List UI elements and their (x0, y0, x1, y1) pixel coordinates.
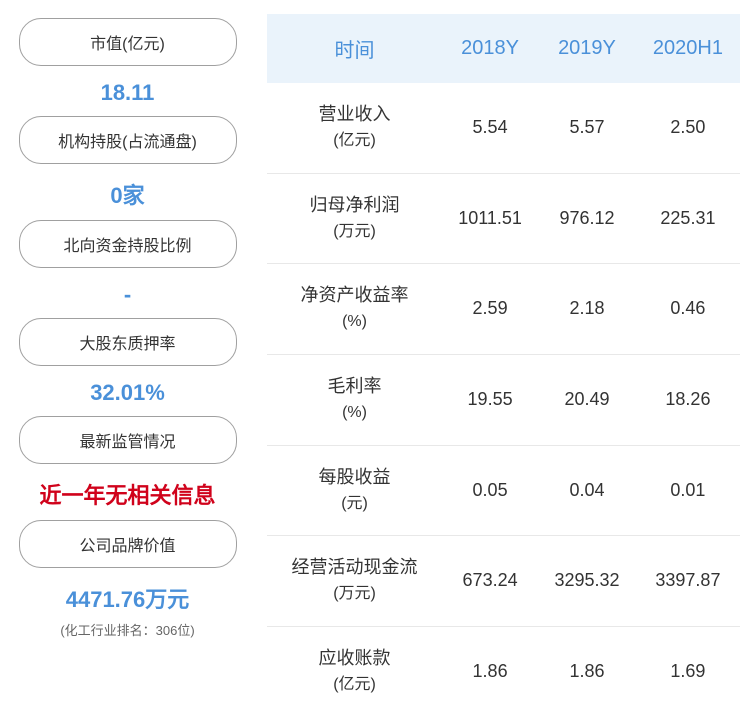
metric-regulatory: 最新监管情况 近一年无相关信息 (15, 416, 240, 510)
row-label-text: 应收账款 (319, 648, 391, 668)
metric-label: 公司品牌价值 (19, 520, 237, 568)
metric-institutional-holdings: 机构持股(占流通盘) 0家 (15, 116, 240, 210)
cell: 673.24 (442, 536, 538, 627)
metric-label: 最新监管情况 (19, 416, 237, 464)
cell: 2.59 (442, 264, 538, 355)
row-label-unit: (万元) (273, 582, 436, 607)
metric-value: 0家 (110, 178, 144, 210)
row-label: 应收账款 (亿元) (267, 627, 442, 717)
cell: 3397.87 (636, 536, 740, 627)
metric-label: 机构持股(占流通盘) (19, 116, 237, 164)
table-row: 归母净利润 (万元) 1011.51 976.12 225.31 (267, 173, 740, 264)
metric-subtitle: (化工行业排名：306位) (60, 620, 194, 639)
row-label: 净资产收益率 (%) (267, 264, 442, 355)
main-content: 时间 2018Y 2019Y 2020H1 营业收入 (亿元) 5.54 5.5… (245, 10, 740, 667)
row-label-text: 每股收益 (319, 467, 391, 487)
table-row: 经营活动现金流 (万元) 673.24 3295.32 3397.87 (267, 536, 740, 627)
metric-value: 18.11 (101, 80, 155, 106)
cell: 3295.32 (538, 536, 636, 627)
cell: 18.26 (636, 355, 740, 446)
cell: 1.86 (442, 627, 538, 717)
row-label-unit: (%) (273, 401, 436, 426)
metric-label: 北向资金持股比例 (19, 220, 237, 268)
metric-label: 市值(亿元) (19, 18, 237, 66)
metric-value: - (124, 282, 131, 308)
metric-northbound-holdings: 北向资金持股比例 - (15, 220, 240, 308)
table-row: 每股收益 (元) 0.05 0.04 0.01 (267, 445, 740, 536)
row-label: 每股收益 (元) (267, 445, 442, 536)
table-row: 毛利率 (%) 19.55 20.49 18.26 (267, 355, 740, 446)
row-label-text: 经营活动现金流 (292, 557, 418, 577)
row-label-unit: (元) (273, 492, 436, 517)
row-label-text: 毛利率 (328, 376, 382, 396)
row-label: 营业收入 (亿元) (267, 83, 442, 173)
row-label-unit: (亿元) (273, 673, 436, 698)
cell: 0.05 (442, 445, 538, 536)
row-label-unit: (万元) (273, 220, 436, 245)
table-row: 应收账款 (亿元) 1.86 1.86 1.69 (267, 627, 740, 717)
row-label-unit: (亿元) (273, 129, 436, 154)
financial-table: 时间 2018Y 2019Y 2020H1 营业收入 (亿元) 5.54 5.5… (267, 14, 740, 717)
cell: 976.12 (538, 173, 636, 264)
cell: 1011.51 (442, 173, 538, 264)
cell: 1.69 (636, 627, 740, 717)
cell: 19.55 (442, 355, 538, 446)
row-label: 归母净利润 (万元) (267, 173, 442, 264)
sidebar: 市值(亿元) 18.11 机构持股(占流通盘) 0家 北向资金持股比例 - 大股… (10, 10, 245, 667)
header-2018y: 2018Y (442, 14, 538, 83)
metric-label: 大股东质押率 (19, 318, 237, 366)
row-label: 毛利率 (%) (267, 355, 442, 446)
header-2020h1: 2020H1 (636, 14, 740, 83)
cell: 1.86 (538, 627, 636, 717)
cell: 20.49 (538, 355, 636, 446)
metric-market-cap: 市值(亿元) 18.11 (15, 18, 240, 106)
metric-brand-value: 公司品牌价值 4471.76万元 (化工行业排名：306位) (15, 520, 240, 639)
table-row: 净资产收益率 (%) 2.59 2.18 0.46 (267, 264, 740, 355)
row-label-unit: (%) (273, 310, 436, 335)
header-2019y: 2019Y (538, 14, 636, 83)
row-label-text: 营业收入 (319, 104, 391, 124)
cell: 5.57 (538, 83, 636, 173)
cell: 5.54 (442, 83, 538, 173)
metric-pledge-ratio: 大股东质押率 32.01% (15, 318, 240, 406)
table-row: 营业收入 (亿元) 5.54 5.57 2.50 (267, 83, 740, 173)
cell: 2.50 (636, 83, 740, 173)
row-label: 经营活动现金流 (万元) (267, 536, 442, 627)
cell: 0.04 (538, 445, 636, 536)
metric-value: 4471.76万元 (66, 582, 190, 614)
row-label-text: 归母净利润 (310, 195, 400, 215)
metric-value: 32.01% (90, 380, 165, 406)
cell: 0.46 (636, 264, 740, 355)
metric-value: 近一年无相关信息 (39, 478, 215, 510)
cell: 2.18 (538, 264, 636, 355)
cell: 0.01 (636, 445, 740, 536)
table-header-row: 时间 2018Y 2019Y 2020H1 (267, 14, 740, 83)
cell: 225.31 (636, 173, 740, 264)
header-time: 时间 (267, 14, 442, 83)
row-label-text: 净资产收益率 (301, 285, 409, 305)
